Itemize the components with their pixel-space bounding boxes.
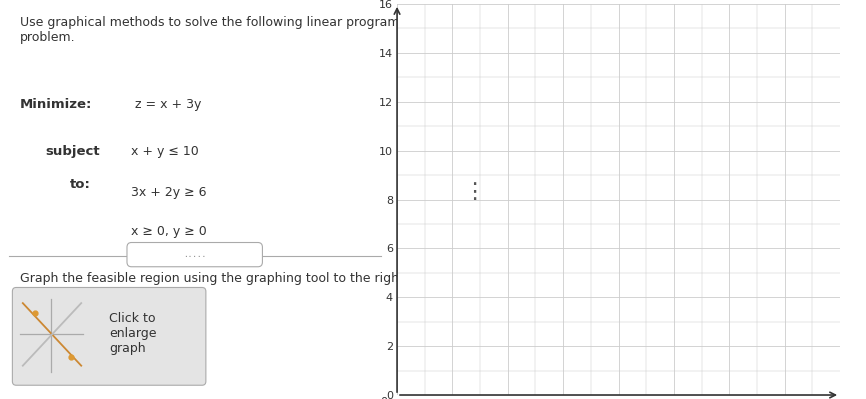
- Text: 0: 0: [380, 397, 387, 399]
- Text: ⋮: ⋮: [462, 182, 485, 201]
- Text: 3x + 2y ≥ 6: 3x + 2y ≥ 6: [132, 186, 207, 199]
- Text: to:: to:: [70, 178, 91, 191]
- Text: x ≥ 0, y ≥ 0: x ≥ 0, y ≥ 0: [132, 225, 207, 238]
- Text: Use graphical methods to solve the following linear programming
problem.: Use graphical methods to solve the follo…: [20, 16, 430, 44]
- FancyBboxPatch shape: [12, 287, 206, 385]
- Text: Graph the feasible region using the graphing tool to the right.: Graph the feasible region using the grap…: [20, 272, 408, 285]
- Text: z = x + 3y: z = x + 3y: [132, 98, 202, 111]
- Text: x + y ≤ 10: x + y ≤ 10: [132, 145, 199, 158]
- Text: Click to
enlarge
graph: Click to enlarge graph: [109, 312, 157, 355]
- Text: Minimize:: Minimize:: [20, 98, 92, 111]
- Text: .....: .....: [183, 250, 206, 259]
- Text: subject: subject: [46, 145, 100, 158]
- FancyBboxPatch shape: [127, 243, 262, 267]
